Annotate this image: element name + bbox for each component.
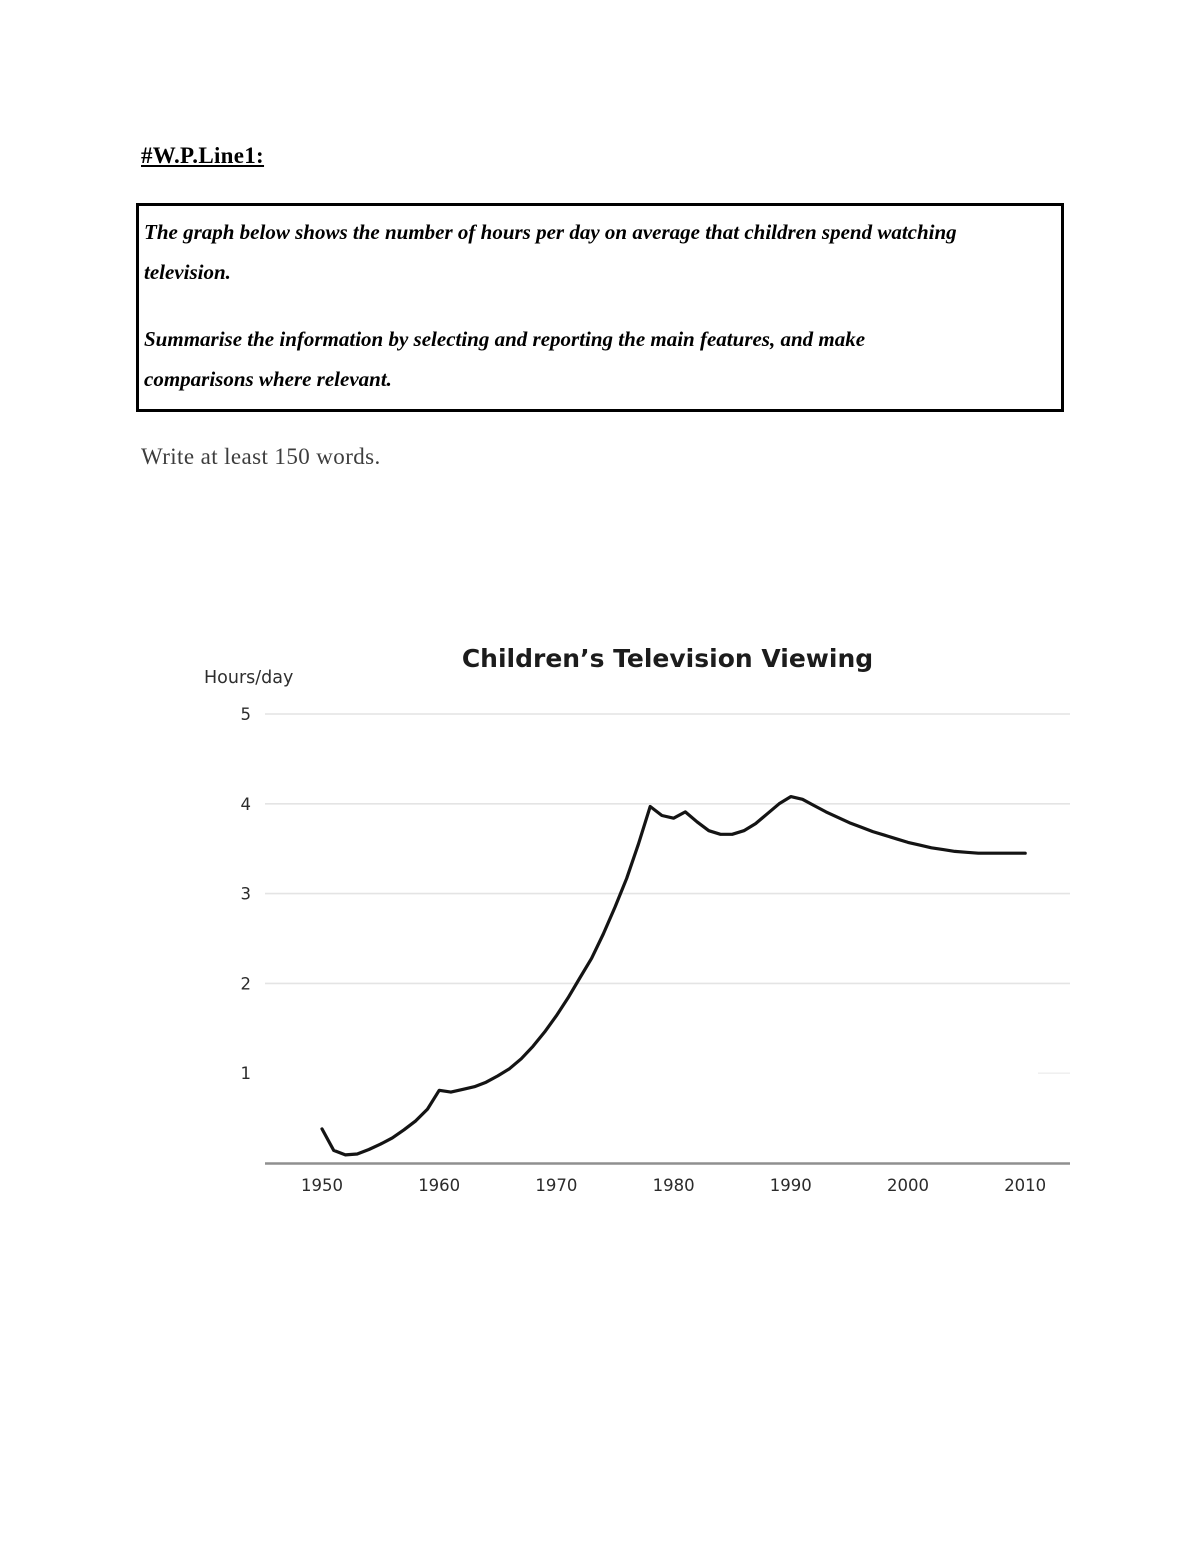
x-tick-label: 1950 (301, 1176, 343, 1195)
y-tick-label: 5 (241, 705, 252, 724)
prompt-line: comparisons where relevant. (144, 367, 392, 391)
prompt-line: television. (144, 260, 231, 284)
x-tick-label: 1970 (535, 1176, 577, 1195)
x-tick-label: 1990 (770, 1176, 812, 1195)
x-tick-label: 1960 (418, 1176, 460, 1195)
task-heading: #W.P.Line1: (141, 143, 265, 168)
x-tick-label: 1980 (653, 1176, 695, 1195)
prompt-line: Summarise the information by selecting a… (144, 327, 866, 351)
y-tick-label: 2 (241, 974, 252, 993)
chart-title: Children’s Television Viewing (461, 644, 874, 673)
word-count-instruction: Write at least 150 words. (141, 444, 381, 469)
y-tick-label: 1 (241, 1064, 252, 1083)
y-axis-title: Hours/day (204, 668, 294, 688)
prompt-box: The graph below shows the number of hour… (136, 203, 1064, 412)
tv-hours-line (320, 795, 1027, 1157)
y-tick-label: 3 (241, 885, 252, 904)
x-tick-label: 2010 (1004, 1176, 1046, 1195)
x-tick-label: 2000 (887, 1176, 929, 1195)
y-tick-label: 4 (241, 795, 252, 814)
prompt-line: The graph below shows the number of hour… (144, 220, 957, 244)
